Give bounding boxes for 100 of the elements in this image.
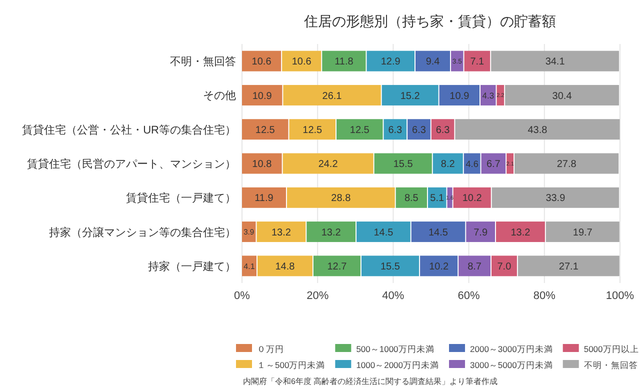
data-label: 6.7 [486,159,501,170]
bar [366,50,414,72]
bar [286,187,395,208]
bar [411,222,466,242]
data-label: 14.5 [428,227,448,238]
data-label: 8.5 [404,193,419,204]
y-tick-label: 賃貸住宅（民営のアパート、マンション） [27,158,236,170]
data-label: 8.7 [468,262,482,273]
text: 内閣府「令和6年度 高齢者の経済生活に関する調査結果」より筆者作成 [243,377,498,386]
bar [408,119,430,140]
data-label: 34.1 [545,56,566,68]
bar [289,119,336,140]
bar [491,256,517,276]
bar [416,50,450,72]
bar [432,153,463,174]
data-label: 27.8 [556,159,577,170]
x-tick-label: 0% [234,290,250,302]
y-tick-label: 賃貸住宅（公営・公社・UR等の集合住宅） [22,123,236,136]
bar [256,222,306,242]
bar [514,153,619,174]
x-tick-label: 40% [382,290,404,302]
bar [356,222,410,242]
bar [242,119,288,140]
data-label: 11.9 [254,193,274,204]
data-label: 12.5 [255,124,276,136]
bar [428,187,446,208]
chart-title: 住居の形態別（持ち家・賃貸）の貯蓄額 [303,13,556,29]
bar [496,222,545,242]
bar [382,84,438,106]
legend-label: 3000～5000万円未満 [470,360,553,370]
data-label: 43.8 [528,124,548,136]
x-tick-label: 80% [533,290,556,302]
legend-label: 不明・無回答 [584,360,638,370]
y-tick-label: 持家（分譲マンション等の集合住宅） [49,226,236,239]
data-label: 10.6 [292,56,312,68]
y-tick-label: その他 [203,90,236,102]
legend-label: 2000～3000万円未満 [470,344,553,354]
x-tick-label: 60% [458,290,480,302]
legend-label: 5000万円以上 [584,344,639,354]
data-label: 33.9 [546,193,566,204]
data-label: 12.5 [302,124,323,136]
data-label: 10.6 [252,56,272,68]
data-label: 19.7 [572,227,593,238]
data-label: 13.2 [271,227,292,238]
data-label: 14.8 [275,262,296,273]
data-label: 6.3 [388,124,403,136]
legend-label: １～500万円未満 [257,360,326,370]
data-label: 13.2 [510,227,531,238]
legend-label: ０万円 [257,344,284,354]
bar [491,50,619,72]
bar [282,50,322,72]
data-label: 10.9 [252,90,272,102]
bar [322,50,366,72]
legend-label: 500～1000万円未満 [356,344,434,354]
data-label: 7.1 [470,56,485,68]
data-label: 24.2 [318,159,338,170]
x-tick-label: 20% [306,290,329,302]
bar [420,256,458,276]
data-label: 27.1 [558,262,579,273]
bar [480,84,496,106]
data-label: 6.3 [436,124,450,136]
data-label: 4.3 [482,90,494,100]
data-label: 12.7 [327,262,348,273]
data-label: 10.2 [462,193,482,204]
data-label: 10.9 [450,90,470,102]
data-label: 11.8 [334,56,354,68]
bar [242,50,282,72]
data-label: 30.4 [552,90,572,102]
data-label: 15.2 [400,90,420,102]
data-label: 10.2 [429,262,449,273]
bar [505,84,619,106]
data-label: 26.1 [322,90,342,102]
data-label: 4.1 [244,262,256,271]
bar [242,84,282,106]
data-label: 7.0 [497,262,512,273]
data-label: 12.9 [380,56,401,68]
bar [242,187,286,208]
data-label: 15.5 [393,159,414,170]
bar [518,256,620,276]
bar [439,84,480,106]
data-label: 28.8 [331,193,352,204]
bar [455,119,620,140]
bar [396,187,427,208]
bar [283,84,381,106]
bar [242,256,256,276]
data-label: 4.6 [466,158,478,169]
x-tick-label: 100% [606,290,634,302]
bar [258,256,312,276]
y-tick-label: 持家（一戸建て） [148,260,236,273]
data-label: 5.1 [430,193,444,204]
data-label: 15.5 [380,262,400,273]
bar [492,187,619,208]
y-tick-label: 賃貸住宅（一戸建て） [126,192,236,205]
data-label: 9.4 [426,56,440,68]
bar [242,153,282,174]
bar [453,187,491,208]
data-label: 6.3 [412,124,426,136]
data-label: 14.5 [374,227,394,238]
data-label: 12.5 [350,124,370,136]
data-label: 10.8 [252,159,272,170]
